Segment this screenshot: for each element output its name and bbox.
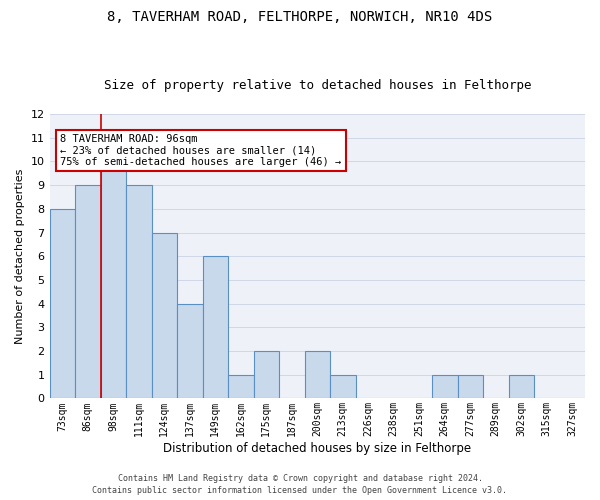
- Bar: [432, 374, 458, 398]
- Text: Contains HM Land Registry data © Crown copyright and database right 2024.
Contai: Contains HM Land Registry data © Crown c…: [92, 474, 508, 495]
- Bar: [50, 209, 75, 398]
- Bar: [458, 374, 483, 398]
- Bar: [330, 374, 356, 398]
- Bar: [509, 374, 534, 398]
- Bar: [152, 232, 177, 398]
- Title: Size of property relative to detached houses in Felthorpe: Size of property relative to detached ho…: [104, 79, 531, 92]
- Bar: [177, 304, 203, 398]
- Bar: [203, 256, 228, 398]
- Text: 8, TAVERHAM ROAD, FELTHORPE, NORWICH, NR10 4DS: 8, TAVERHAM ROAD, FELTHORPE, NORWICH, NR…: [107, 10, 493, 24]
- Bar: [75, 185, 101, 398]
- X-axis label: Distribution of detached houses by size in Felthorpe: Distribution of detached houses by size …: [163, 442, 472, 455]
- Bar: [228, 374, 254, 398]
- Bar: [254, 351, 279, 399]
- Bar: [126, 185, 152, 398]
- Text: 8 TAVERHAM ROAD: 96sqm
← 23% of detached houses are smaller (14)
75% of semi-det: 8 TAVERHAM ROAD: 96sqm ← 23% of detached…: [60, 134, 341, 167]
- Bar: [305, 351, 330, 399]
- Y-axis label: Number of detached properties: Number of detached properties: [15, 168, 25, 344]
- Bar: [101, 162, 126, 398]
